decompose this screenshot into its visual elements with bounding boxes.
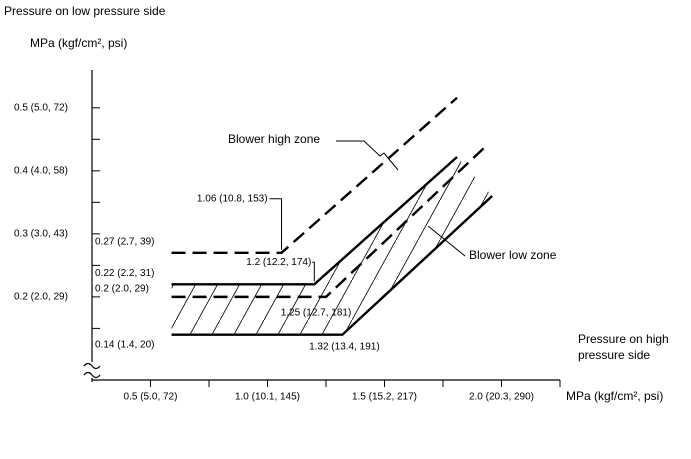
x-tick-label: 1.0 (10.1, 145) — [235, 392, 300, 403]
x-tick-label: 2.0 (20.3, 290) — [469, 392, 534, 403]
corner-label: 1.2 (12.2, 174) — [246, 257, 311, 268]
corner-label: 1.25 (12.7, 181) — [281, 308, 352, 319]
zone-label: Blower low zone — [469, 248, 557, 262]
level-label: 0.27 (2.7, 39) — [95, 236, 154, 247]
x-title: Pressure on high — [578, 332, 669, 346]
level-label: 0.22 (2.2, 31) — [95, 268, 154, 279]
y-title: Pressure on low pressure side — [4, 4, 166, 18]
x-unit: MPa (kgf/cm², psi) — [566, 389, 663, 403]
y-unit: MPa (kgf/cm², psi) — [30, 36, 127, 50]
zone-leader — [336, 140, 399, 171]
leader — [312, 261, 315, 282]
y-tick-label: 0.4 (4.0, 58) — [14, 165, 68, 176]
leader — [269, 198, 283, 250]
line — [171, 156, 458, 286]
level-label: 0.2 (2.0, 29) — [95, 284, 149, 295]
y-tick-label: 0.5 (5.0, 72) — [14, 102, 68, 113]
zone-label: Blower high zone — [228, 132, 320, 146]
y-tick-label: 0.3 (3.0, 43) — [14, 229, 68, 240]
line — [171, 195, 493, 336]
line — [171, 146, 486, 299]
y-tick-label: 0.2 (2.0, 29) — [14, 292, 68, 303]
level-label: 0.14 (1.4, 20) — [95, 339, 154, 350]
line — [171, 96, 458, 254]
x-tick-label: 0.5 (5.0, 72) — [124, 392, 178, 403]
corner-label: 1.06 (10.8, 153) — [197, 193, 268, 204]
x-tick-label: 1.5 (15.2, 217) — [352, 392, 417, 403]
zone-leader — [427, 225, 466, 257]
axis-break — [83, 362, 101, 379]
corner-label: 1.32 (13.4, 191) — [309, 341, 380, 352]
x-title: pressure side — [578, 348, 650, 362]
